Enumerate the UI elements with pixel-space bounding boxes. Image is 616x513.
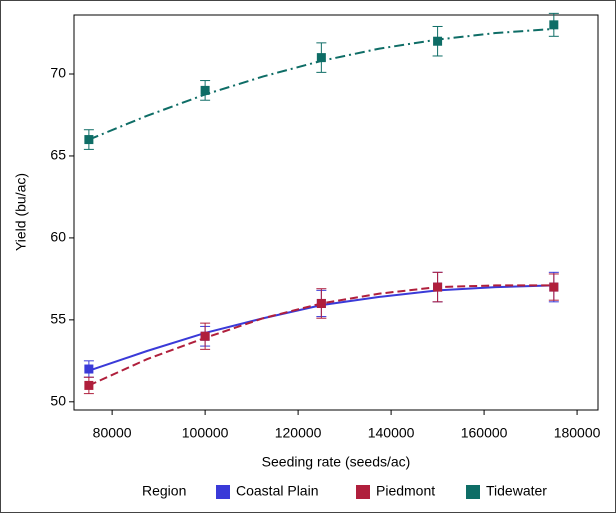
y-tick-label: 55 [50,311,66,327]
legend-label: Coastal Plain [236,483,319,499]
legend-title: Region [142,483,186,499]
x-tick-label: 140000 [368,425,415,441]
marker [433,282,443,292]
marker [200,85,210,95]
x-tick-label: 120000 [275,425,322,441]
x-tick-label: 180000 [554,425,601,441]
marker [84,380,94,390]
legend-swatch [466,485,480,499]
marker [549,282,559,292]
legend-swatch [216,485,230,499]
marker [433,36,443,46]
legend-swatch [356,485,370,499]
y-tick-label: 70 [50,65,66,81]
y-tick-label: 65 [50,147,66,163]
marker [316,53,326,63]
marker [316,298,326,308]
x-tick-label: 100000 [182,425,229,441]
x-tick-label: 80000 [93,425,132,441]
legend-label: Tidewater [486,483,547,499]
marker [200,331,210,341]
plot-area [73,14,599,411]
y-axis-label: Yield (bu/ac) [13,173,29,251]
marker [84,364,94,374]
x-tick-label: 160000 [461,425,508,441]
marker [549,20,559,30]
marker [84,135,94,145]
legend-label: Piedmont [376,483,435,499]
x-axis-label: Seeding rate (seeds/ac) [262,454,411,470]
y-tick-label: 50 [50,393,66,409]
y-tick-label: 60 [50,229,66,245]
